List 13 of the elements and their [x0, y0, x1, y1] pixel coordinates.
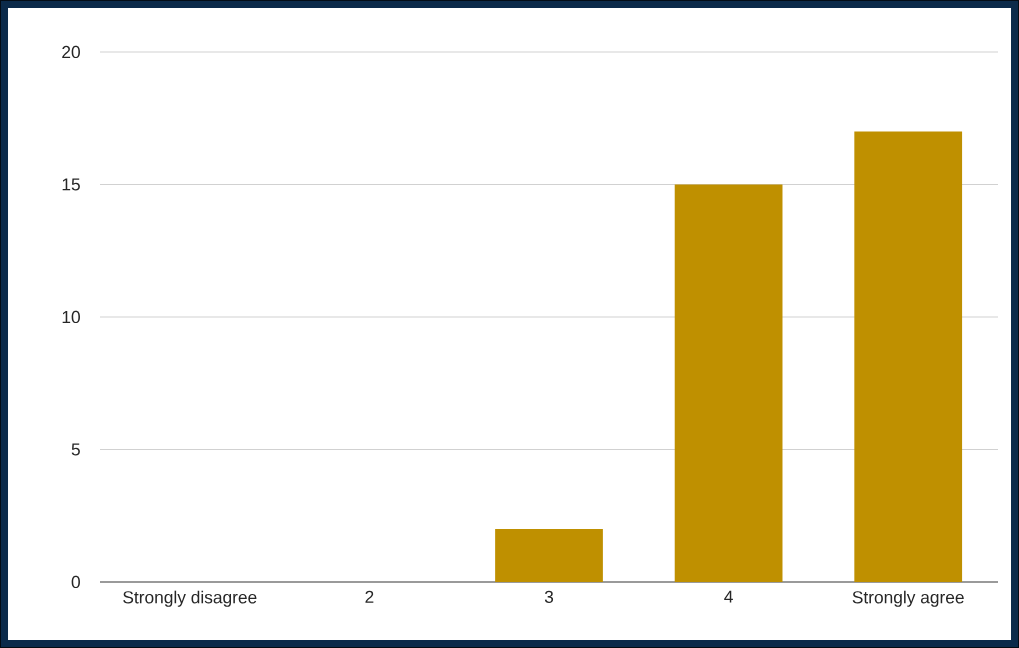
x-tick-label: Strongly disagree	[123, 590, 257, 607]
bar	[674, 184, 783, 582]
x-tick-label: 2	[365, 590, 374, 603]
y-tick-label: 5	[71, 443, 80, 456]
y-tick-label: 20	[62, 45, 80, 59]
y-tick-label: 10	[62, 310, 80, 324]
x-tick-label: 3	[544, 590, 554, 603]
x-tick-label: 4	[724, 590, 733, 603]
bar	[495, 528, 603, 582]
y-tick-label: 15	[62, 178, 80, 191]
x-tick-label: Strongly agree	[852, 590, 964, 607]
y-tick-label: 0	[71, 575, 80, 589]
bar	[854, 131, 963, 582]
